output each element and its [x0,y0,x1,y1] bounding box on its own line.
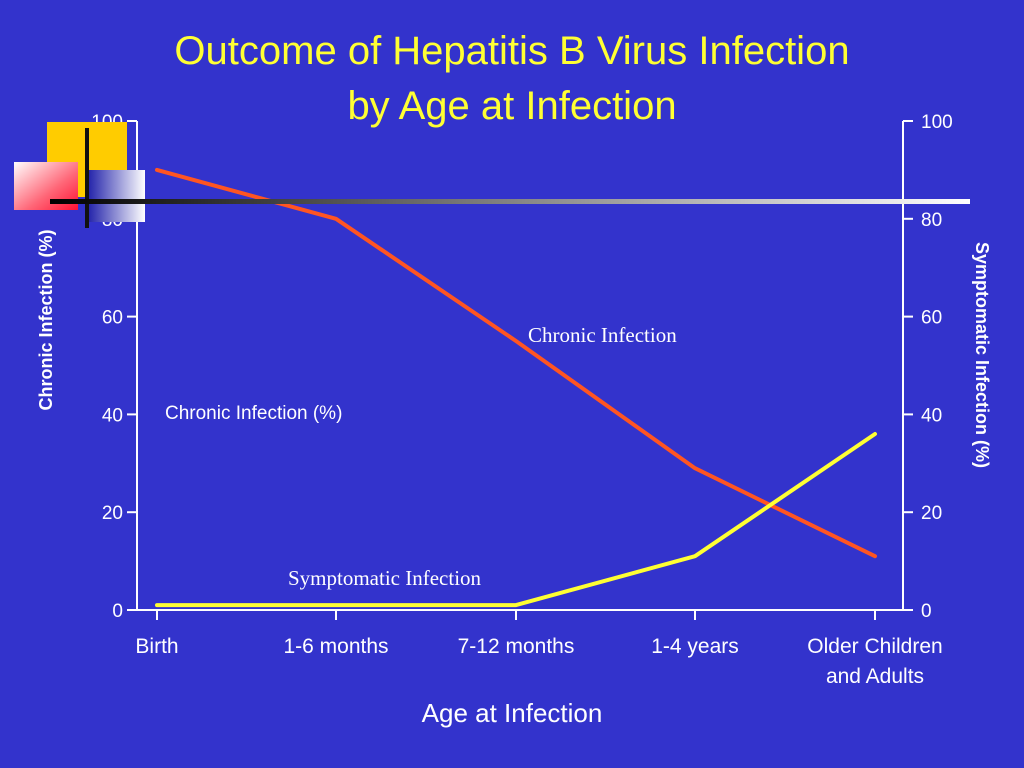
right-y-tick-label: 0 [921,601,932,622]
x-category-label: Older Children and Adults [807,635,942,688]
chronic-infection-point [155,168,159,172]
chronic-infection-point [334,217,338,221]
x-category-label: 7-12 months [458,635,575,658]
symptomatic-infection-point [693,554,697,558]
x-axis-title: Age at Infection [422,698,603,728]
chronic-infection-point [514,339,518,343]
chart-title-line-1: Outcome of Hepatitis B Virus Infection [174,29,850,73]
symptomatic-infection-line [155,432,877,608]
right-y-tick-label: 20 [921,503,942,524]
chronic-infection-point [873,554,877,558]
symptomatic-infection-point [155,603,159,607]
right-y-tick-label: 80 [921,210,942,231]
left-axis-title: Chronic Infection (%) [36,230,56,411]
right-y-tick-label: 100 [921,112,953,133]
x-category-label: Birth [135,635,178,658]
symptomatic-infection-point [873,432,877,436]
chronic-infection-point [693,466,697,470]
x-category-label: 1-4 years [651,635,739,658]
right-y-tick-label: 40 [921,405,942,426]
left-y-tick-label: 40 [102,405,123,426]
symptomatic-infection-label: Symptomatic Infection [288,566,482,590]
chronic-infection-label: Chronic Infection [528,323,677,347]
symptomatic-infection-point [514,603,518,607]
left-y-tick-label: 60 [102,308,123,329]
chronic-infection-percent-label: Chronic Infection (%) [165,403,342,424]
x-category-label: 1-6 months [283,635,388,658]
blue-gradient-square-icon [88,170,145,222]
chronic-infection-line [155,167,877,559]
left-y-tick-label: 20 [102,503,123,524]
left-y-tick-label: 0 [112,601,123,622]
right-axis-title: Symptomatic Infection (%) [972,242,992,468]
gradient-horizontal-rule [50,199,970,204]
symptomatic-infection-point [334,603,338,607]
chart-title-line-2: by Age at Infection [347,84,677,128]
right-y-tick-label: 60 [921,308,942,329]
